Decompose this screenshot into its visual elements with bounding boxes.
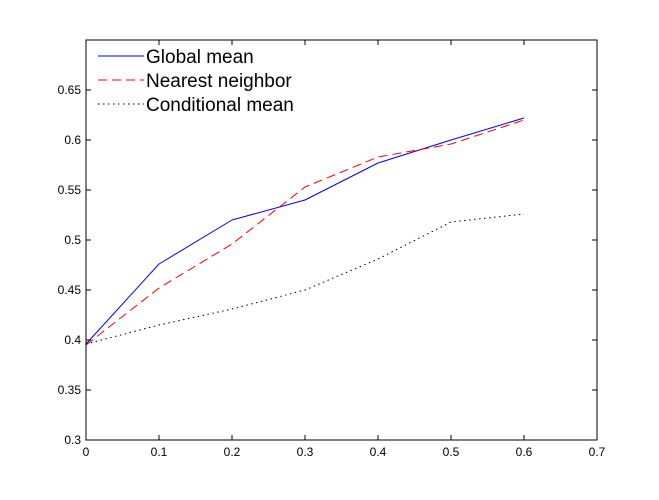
legend-label-3: Conditional mean [146, 95, 294, 116]
y-tick-label: 0.5 [64, 233, 81, 247]
x-tick-label: 0.7 [589, 445, 606, 459]
y-tick-label: 0.45 [58, 283, 82, 297]
y-tick-label: 0.55 [58, 183, 82, 197]
x-tick-label: 0.6 [516, 445, 533, 459]
axes: 0 0.1 0.2 0.3 0.4 0.5 0.6 0.7 0.3 0.35 0.4 0.45 0.5 0… [58, 39, 606, 459]
x-tick-label: 0.1 [151, 445, 168, 459]
y-tick-label: 0.6 [64, 133, 81, 147]
x-tick-label: 0.5 [443, 445, 460, 459]
x-tick-label: 0.3 [297, 445, 314, 459]
series-line-3 [85, 213, 525, 345]
y-tick-label: 0.4 [64, 333, 81, 347]
x-tick-label: 0 [83, 445, 90, 459]
y-tick-label: 0.65 [58, 83, 82, 97]
y-tick-label: 0.3 [64, 433, 81, 447]
plot-background [86, 40, 597, 440]
x-tick-label: 0.4 [370, 445, 387, 459]
series-line-2 [85, 119, 525, 346]
legend: Global mean Nearest neighbor Conditional m… [98, 47, 294, 116]
plot-area [85, 40, 597, 440]
series-line-1 [85, 117, 525, 345]
legend-label-2: Nearest neighbor [146, 71, 292, 92]
y-tick-label: 0.35 [58, 383, 82, 397]
legend-label-1: Global mean [146, 47, 254, 68]
x-tick-label: 0.2 [224, 445, 241, 459]
